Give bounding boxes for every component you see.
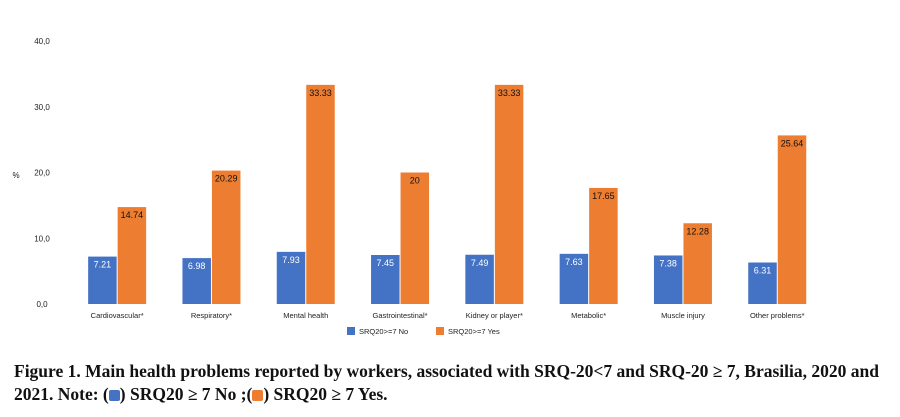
data-label: 33.33 — [498, 88, 521, 98]
data-label: 7.38 — [659, 258, 677, 268]
bar-no — [653, 255, 683, 304]
data-label: 17.65 — [592, 191, 615, 201]
data-label: 7.49 — [471, 258, 489, 268]
data-label: 20.29 — [215, 174, 238, 184]
category-label: Mental health — [283, 311, 328, 320]
data-label: 20 — [410, 176, 420, 186]
category-label: Respiratory* — [191, 311, 232, 320]
category-label: Other problems* — [750, 311, 805, 320]
legend-label: SRQ20>=7 No — [359, 327, 408, 336]
y-tick-label: 10,0 — [34, 234, 50, 243]
bar-no — [276, 251, 306, 304]
category-label: Gastrointestinal* — [373, 311, 428, 320]
bar-yes — [117, 207, 147, 304]
bar-no — [465, 254, 494, 304]
caption-text-1: Figure 1. Main health problems reported … — [14, 361, 879, 404]
category-label: Kidney or player* — [466, 311, 523, 320]
data-label: 33.33 — [309, 88, 332, 98]
category-label: Metabolic* — [571, 311, 606, 320]
y-axis: 0,0 10,0 20,0 30,0 40,0 — [34, 37, 50, 309]
caption-blue-swatch — [108, 390, 120, 401]
bar-no — [182, 258, 211, 304]
data-label: 14.74 — [121, 210, 144, 220]
y-tick-label: 40,0 — [34, 37, 50, 46]
legend-swatch — [436, 327, 444, 335]
bar-yes — [683, 223, 712, 304]
bar-yes — [777, 135, 807, 304]
bar-chart: 0,0 10,0 20,0 30,0 40,0 % 7.21 14.74 6.98 20.29… — [12, 37, 807, 336]
y-tick-label: 20,0 — [34, 169, 50, 178]
data-label: 7.93 — [282, 255, 300, 265]
data-label: 7.21 — [94, 260, 112, 270]
data-label: 7.63 — [565, 257, 583, 267]
bar-yes — [589, 187, 618, 304]
caption-text-3: ) SRQ20 ≥ 7 Yes. — [263, 384, 388, 404]
bar-no — [88, 256, 117, 304]
bar-no — [748, 262, 777, 304]
legend: SRQ20>=7 No SRQ20>=7 Yes — [347, 327, 500, 336]
data-label: 6.31 — [754, 266, 772, 276]
bar-yes — [400, 172, 430, 304]
bars: 7.21 14.74 6.98 20.29 7.93 33.33 7.45 20 7.49 33.… — [88, 84, 807, 304]
bar-no — [371, 255, 400, 304]
data-label: 12.28 — [686, 226, 709, 236]
y-axis-label: % — [12, 171, 19, 180]
category-labels: Cardiovascular* Respiratory* Mental health… — [91, 311, 805, 320]
y-tick-label: 30,0 — [34, 103, 50, 112]
bar-yes — [211, 170, 241, 304]
data-label: 6.98 — [188, 261, 206, 271]
legend-label: SRQ20>=7 Yes — [448, 327, 500, 336]
y-tick-label: 0,0 — [36, 300, 48, 309]
data-label: 7.45 — [377, 258, 395, 268]
bar-no — [559, 253, 589, 304]
data-label: 25.64 — [781, 138, 804, 148]
caption-text-2: ) SRQ20 ≥ 7 No ;( — [119, 384, 253, 404]
legend-swatch — [347, 327, 355, 335]
category-label: Muscle injury — [661, 311, 705, 320]
figure-caption: Figure 1. Main health problems reported … — [14, 360, 886, 406]
bar-yes — [306, 84, 335, 304]
category-label: Cardiovascular* — [91, 311, 144, 320]
bar-yes — [494, 84, 524, 304]
caption-orange-swatch — [252, 390, 264, 401]
